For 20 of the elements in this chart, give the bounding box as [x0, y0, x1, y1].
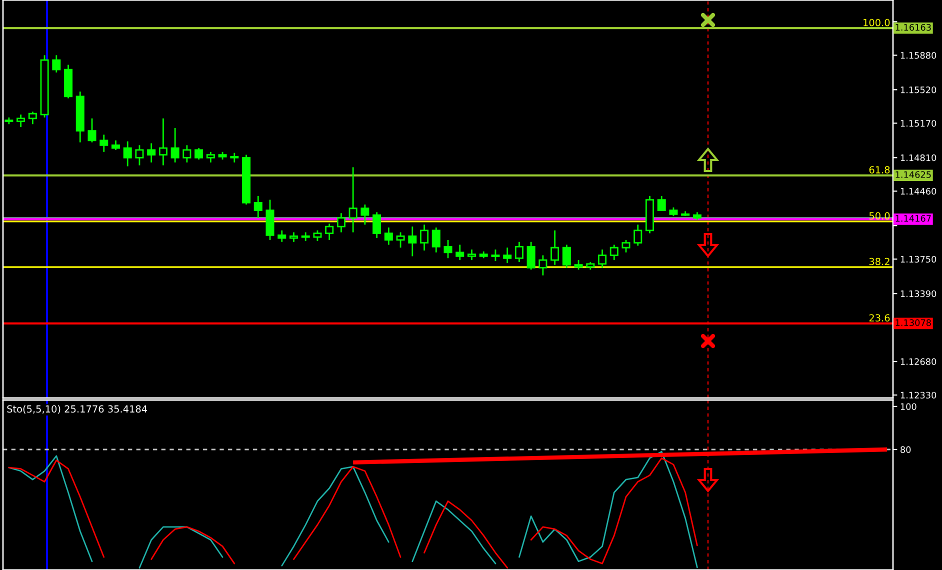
ref-line-label: 1.14625: [896, 171, 931, 178]
annotation: 38.2: [869, 258, 890, 266]
y-tick-label: 1.14810: [900, 154, 936, 162]
y-tick-label: 1.13390: [900, 290, 936, 298]
y-tick-label: 1.12680: [900, 358, 936, 366]
y-tick-label: 80: [900, 446, 911, 453]
y-tick-label: 1.15880: [900, 52, 936, 59]
y-tick-label: 1.15170: [900, 120, 936, 127]
y-tick-label: 1.13750: [900, 256, 936, 263]
chart-title: Sto(5,5,10) 25.1776 35.4184: [7, 405, 148, 414]
ref-line-label: 1.16163: [896, 24, 931, 31]
annotation: 100.0: [864, 18, 890, 26]
annotation: 61.8: [869, 166, 890, 174]
y-tick-label: 1.12330: [900, 392, 936, 399]
ref-line-label: 1.13078: [896, 319, 931, 326]
y-tick-label: 100: [900, 403, 916, 410]
annotation: 23.6: [869, 314, 890, 322]
y-tick-label: 1.15520: [900, 86, 936, 94]
y-tick-label: 1.14460: [900, 188, 936, 195]
ref-line-label: 1.14167: [896, 215, 931, 222]
